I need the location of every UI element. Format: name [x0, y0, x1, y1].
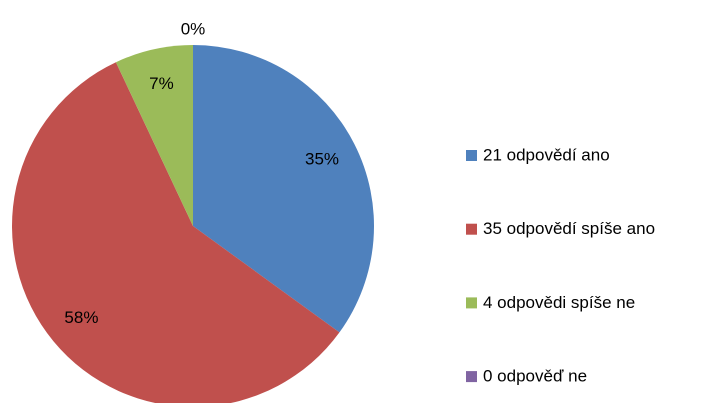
data-label: 7% [149, 74, 174, 93]
legend-swatch [466, 297, 477, 309]
data-label: 0% [181, 19, 206, 38]
data-label: 35% [305, 150, 339, 169]
legend-swatch [466, 223, 477, 235]
pie-slice [193, 45, 374, 333]
pie-slice [12, 62, 340, 403]
legend-swatch [466, 150, 477, 161]
legend-label: 35 odpovědí spíše ano [483, 219, 655, 238]
pie-slice [115, 45, 193, 226]
data-label: 58% [64, 308, 98, 327]
legend-label: 4 odpovědi spíše ne [483, 293, 635, 312]
legend-label: 21 odpovědí ano [483, 145, 610, 164]
legend-swatch [466, 371, 477, 383]
legend-label: 0 odpověď ne [483, 367, 587, 386]
